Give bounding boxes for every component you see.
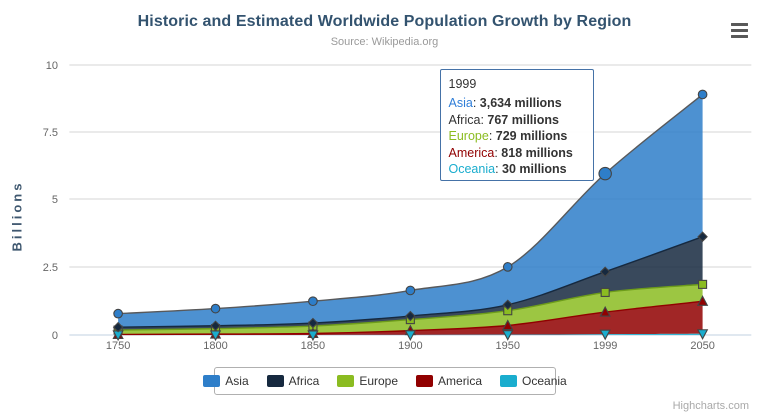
svg-text:1800: 1800 bbox=[203, 340, 227, 352]
svg-text:1950: 1950 bbox=[496, 340, 520, 352]
svg-text:5: 5 bbox=[52, 194, 58, 206]
svg-text:10: 10 bbox=[46, 60, 58, 72]
svg-text:1900: 1900 bbox=[398, 340, 422, 352]
svg-text:7.5: 7.5 bbox=[43, 127, 58, 139]
svg-text:1750: 1750 bbox=[106, 340, 130, 352]
svg-text:1850: 1850 bbox=[301, 340, 325, 352]
svg-text:1999: 1999 bbox=[593, 340, 617, 352]
svg-text:2.5: 2.5 bbox=[43, 262, 58, 274]
svg-text:2050: 2050 bbox=[690, 340, 714, 352]
svg-text:0: 0 bbox=[52, 330, 58, 342]
